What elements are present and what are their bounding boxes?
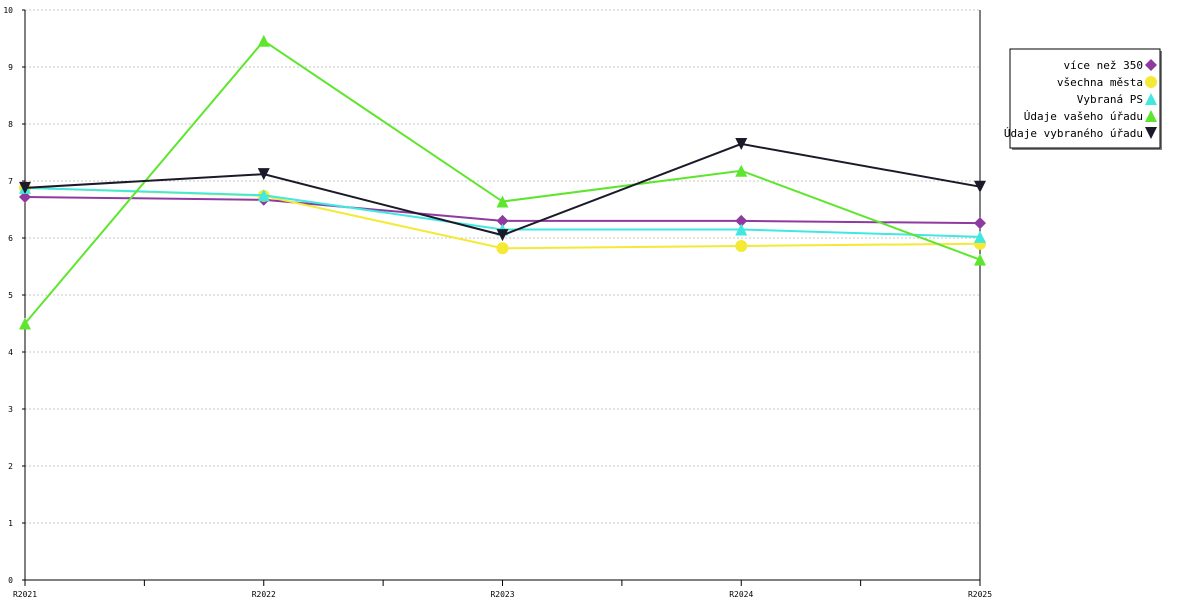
data-point: [496, 242, 509, 255]
x-tick-label: R2023: [490, 590, 514, 599]
y-tick-label: 5: [8, 291, 13, 300]
data-point: [257, 168, 270, 181]
y-tick-label: 7: [8, 177, 13, 186]
y-tick-label: 6: [8, 234, 13, 243]
data-point: [974, 180, 986, 193]
x-tick-label: R2025: [968, 590, 992, 599]
data-point: [496, 195, 509, 208]
data-point: [735, 164, 748, 177]
legend-marker: [1145, 59, 1157, 71]
y-tick-label: 9: [8, 63, 13, 72]
data-point: [974, 253, 986, 266]
y-axis-ticks: 0 1 2 3 4 5 6 7 8 9 10: [3, 6, 25, 585]
y-tick-label: 8: [8, 120, 13, 129]
data-point: [974, 230, 986, 243]
legend-marker: [1145, 93, 1157, 105]
legend-label: Vybraná PS: [1077, 93, 1143, 106]
legend-label: Údaje vašeho úřadu: [1024, 110, 1143, 123]
legend-box: [1009, 48, 1161, 149]
data-point: [496, 229, 509, 242]
grid-lines: [25, 9, 980, 524]
axes: [24, 10, 981, 586]
legend-marker: [1145, 110, 1157, 122]
data-point: [257, 189, 270, 202]
y-tick-label: 0: [8, 576, 13, 585]
data-point: [735, 239, 748, 252]
legend-marker: [1145, 127, 1157, 139]
data-point: [735, 214, 748, 227]
data-point: [974, 217, 986, 230]
x-axis-ticks: R2021 R2022 R2023 R2024 R2025: [13, 580, 992, 599]
data-point: [257, 34, 270, 47]
data-point: [19, 181, 31, 194]
y-tick-label: 1: [8, 519, 13, 528]
legend-label: více než 350: [1064, 59, 1143, 72]
data-point: [735, 137, 748, 150]
series-line: [24, 39, 981, 325]
series-4: [19, 137, 986, 242]
x-tick-label: R2021: [13, 590, 37, 599]
legend-label: Údaje vybraného úřadu: [1004, 127, 1143, 140]
y-tick-label: 2: [8, 462, 13, 471]
x-tick-label: R2022: [252, 590, 276, 599]
data-point: [496, 214, 509, 227]
series-group: [19, 34, 986, 330]
data-point: [19, 190, 31, 203]
y-tick-label: 10: [3, 6, 13, 15]
legend-label: všechna města: [1057, 76, 1143, 89]
data-point: [19, 317, 31, 330]
series-3: [19, 34, 986, 330]
x-tick-label: R2024: [729, 590, 753, 599]
y-tick-label: 3: [8, 405, 13, 414]
y-tick-label: 4: [8, 348, 13, 357]
legend-marker: [1145, 76, 1157, 88]
data-point: [735, 223, 748, 236]
legend: více než 350 všechna města Vybraná PS Údaje…: [1004, 48, 1162, 150]
